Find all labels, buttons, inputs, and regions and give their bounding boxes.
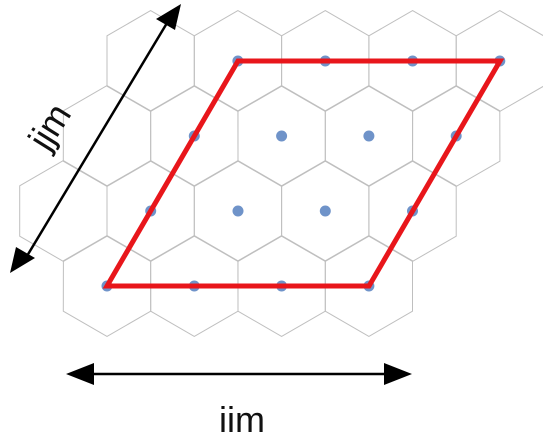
arrowhead-up-icon xyxy=(156,4,181,30)
iim-arrow xyxy=(66,363,412,385)
iim-axis-label: iim xyxy=(219,399,265,440)
lattice-point xyxy=(363,130,375,142)
arrowhead-left-icon xyxy=(66,363,94,385)
hexagon-cell xyxy=(368,160,457,262)
hexagon-cell xyxy=(324,235,413,337)
lattice-point xyxy=(276,130,288,142)
jjm-arrow xyxy=(10,4,181,273)
hexagon-cell xyxy=(62,85,152,187)
lattice-point xyxy=(319,205,331,217)
supercell-parallelogram xyxy=(102,58,505,289)
hexagon-cell xyxy=(106,10,195,112)
hexagon-cell xyxy=(455,10,543,112)
lattice-point xyxy=(232,205,244,217)
arrowhead-down-icon xyxy=(10,247,35,273)
jjm-axis-label: jjm xyxy=(19,96,79,158)
hexagon-cell xyxy=(411,85,501,187)
arrowhead-right-icon xyxy=(384,363,412,385)
hexagon-grid xyxy=(19,10,543,337)
